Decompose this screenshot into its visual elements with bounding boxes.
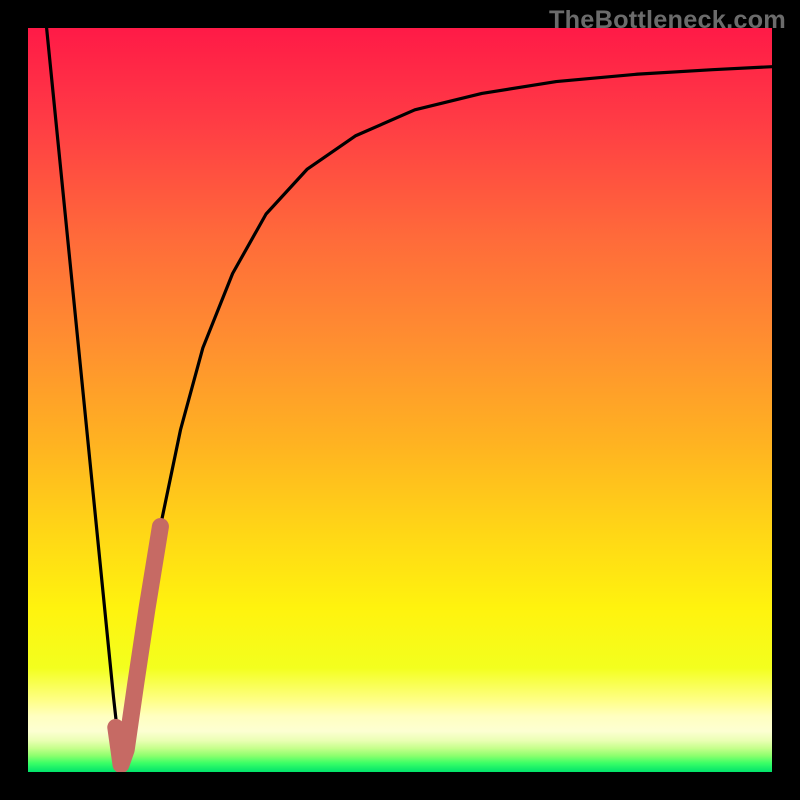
chart-frame: TheBottleneck.com [0, 0, 800, 800]
chart-svg [0, 0, 800, 800]
watermark-text: TheBottleneck.com [549, 6, 786, 35]
